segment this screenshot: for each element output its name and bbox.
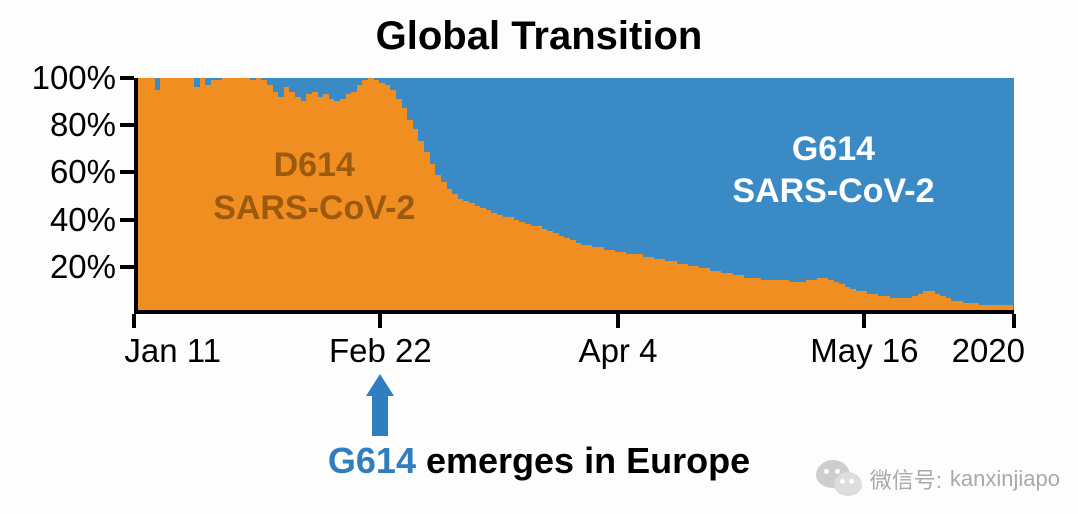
watermark-prefix: 微信号: [870,463,942,495]
y-tick-mark [120,76,134,80]
chart-container: Global Transition 20% 40% 60% 80% 100% D614 … [0,0,1078,514]
x-tick-label: May 16 [810,332,918,370]
x-tick-label: Feb 22 [329,332,432,370]
series-label: D614 SARS-CoV-2 [213,144,415,229]
caption-rest: emerges in Europe [416,440,750,481]
y-tick-mark [120,265,134,269]
arrow-shaft [372,396,388,436]
annotation-arrow [366,374,394,436]
x-tick-mark [132,314,136,328]
y-tick-label: 20% [50,248,116,286]
y-tick-label: 60% [50,153,116,191]
chart-title: Global Transition [0,14,1078,59]
y-tick-mark [120,123,134,127]
y-tick-label: 40% [50,201,116,239]
y-tick-label: 100% [32,59,116,97]
wechat-bubble-small [834,472,862,496]
x-tick-label: 2020 [952,332,1025,370]
caption-highlight: G614 [328,440,416,481]
x-tick-mark [862,314,866,328]
y-axis: 20%40%60%80%100% [0,78,134,314]
x-tick-mark [378,314,382,328]
y-tick-mark [120,218,134,222]
x-tick-mark [616,314,620,328]
plot-area: D614 SARS-CoV-2 G614 SARS-CoV-2 [134,78,1014,314]
watermark-id: kanxinjiapo [950,466,1060,492]
x-axis: Jan 11Feb 22Apr 4May 162020 [134,314,1014,374]
series-label: G614 SARS-CoV-2 [732,128,934,213]
x-tick-mark [1012,314,1016,328]
x-tick-label: Apr 4 [579,332,658,370]
watermark: 微信号: kanxinjiapo [816,460,1060,498]
area-column [1007,305,1013,310]
wechat-icon [816,460,862,498]
y-tick-label: 80% [50,106,116,144]
y-tick-mark [120,170,134,174]
x-tick-label: Jan 11 [124,332,221,370]
arrow-head-icon [366,374,394,396]
